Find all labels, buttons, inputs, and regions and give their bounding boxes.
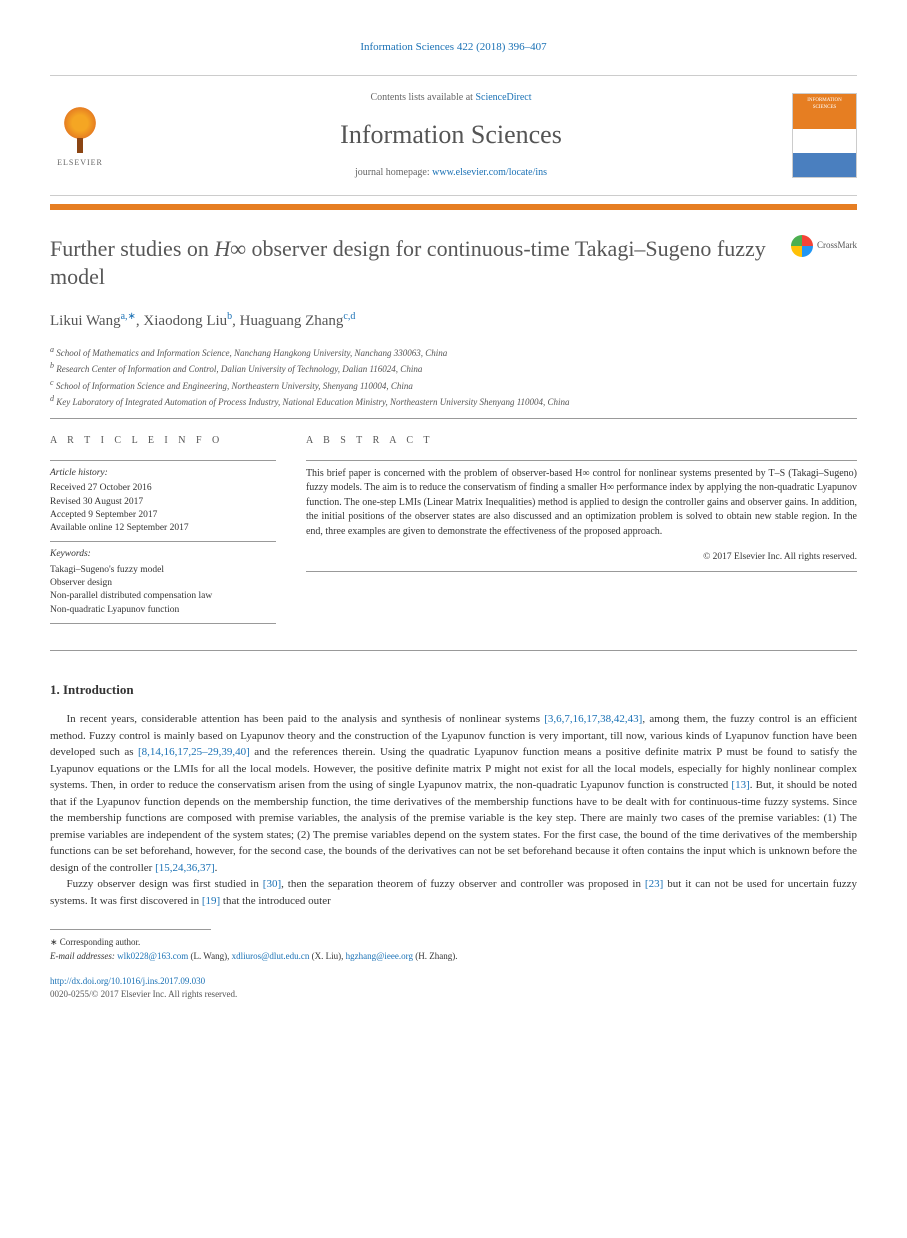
citation-ref[interactable]: [15,24,36,37] [155,862,215,874]
crossmark-label: CrossMark [817,239,857,252]
citation-ref[interactable]: [30] [263,878,281,890]
elsevier-label: ELSEVIER [57,157,103,168]
journal-header: ELSEVIER Contents lists available at Sci… [50,75,857,195]
citation-ref[interactable]: [19] [202,895,220,907]
abstract-divider [306,571,857,572]
email-link[interactable]: hgzhang@ieee.org [346,951,413,961]
title-row: Further studies on H∞ observer design fo… [50,235,857,292]
divider [50,650,857,651]
title-math: H∞ [214,236,246,261]
history-item: Accepted 9 September 2017 [50,509,276,522]
homepage-link[interactable]: www.elsevier.com/locate/ins [432,167,547,178]
abstract-copyright: © 2017 Elsevier Inc. All rights reserved… [306,551,857,564]
info-divider [50,623,276,624]
header-center: Contents lists available at ScienceDirec… [110,91,792,179]
citation-ref[interactable]: [23] [645,878,663,890]
keyword-item: Non-quadratic Lyapunov function [50,604,276,617]
author-affil-sup: b [227,311,232,322]
abstract: A B S T R A C T This brief paper is conc… [306,434,857,630]
corresponding-author-note: ∗ Corresponding author. [50,936,857,950]
intro-para-2: Fuzzy observer design was first studied … [50,876,857,909]
citation-header: Information Sciences 422 (2018) 396–407 [50,40,857,55]
affiliation-line: b Research Center of Information and Con… [50,360,857,377]
doi-link[interactable]: http://dx.doi.org/10.1016/j.ins.2017.09.… [50,976,205,986]
article-title: Further studies on H∞ observer design fo… [50,235,791,292]
email-addresses: E-mail addresses: wlk0228@163.com (L. Wa… [50,950,857,964]
contents-available: Contents lists available at ScienceDirec… [110,91,792,105]
issn-copyright: 0020-0255/© 2017 Elsevier Inc. All right… [50,988,857,1001]
affiliations: a School of Mathematics and Information … [50,344,857,410]
info-abstract-row: A R T I C L E I N F O Article history: R… [50,434,857,630]
keyword-item: Non-parallel distributed compensation la… [50,590,276,603]
history-item: Available online 12 September 2017 [50,522,276,535]
doi-line: http://dx.doi.org/10.1016/j.ins.2017.09.… [50,975,857,988]
divider [50,418,857,419]
sciencedirect-link[interactable]: ScienceDirect [475,92,531,103]
affiliation-line: a School of Mathematics and Information … [50,344,857,361]
author-name: Xiaodong Liu [143,313,227,329]
authors-line: Likui Wanga,∗, Xiaodong Liub, Huaguang Z… [50,310,857,332]
orange-divider-bar [50,204,857,210]
abstract-text: This brief paper is concerned with the p… [306,467,857,540]
email-link[interactable]: xdliuros@dlut.edu.cn [232,951,310,961]
citation-ref[interactable]: [13] [731,779,749,791]
crossmark-icon [791,235,813,257]
homepage-prefix: journal homepage: [355,167,432,178]
email-label: E-mail addresses: [50,951,117,961]
citation-ref[interactable]: [8,14,16,17,25–29,39,40] [138,746,250,758]
author-affil-sup: c,d [343,311,355,322]
abstract-divider [306,460,857,461]
email-link[interactable]: wlk0228@163.com [117,951,188,961]
article-info-heading: A R T I C L E I N F O [50,434,276,448]
contents-prefix: Contents lists available at [370,92,475,103]
affiliation-line: d Key Laboratory of Integrated Automatio… [50,393,857,410]
intro-para-1: In recent years, considerable attention … [50,711,857,876]
elsevier-tree-icon [55,103,105,153]
info-divider [50,541,276,542]
history-item: Received 27 October 2016 [50,482,276,495]
elsevier-logo: ELSEVIER [50,101,110,171]
journal-cover-thumbnail: INFORMATION SCIENCES [792,93,857,178]
author-name: Likui Wang [50,313,121,329]
author-affil-sup: a,∗ [121,311,136,322]
journal-name: Information Sciences [110,117,792,153]
affiliation-line: c School of Information Science and Engi… [50,377,857,394]
crossmark-badge[interactable]: CrossMark [791,235,857,257]
history-item: Revised 30 August 2017 [50,496,276,509]
keywords-label: Keywords: [50,548,276,561]
email-who: (H. Zhang) [415,951,455,961]
abstract-heading: A B S T R A C T [306,434,857,448]
keyword-item: Takagi–Sugeno's fuzzy model [50,564,276,577]
keywords-list: Takagi–Sugeno's fuzzy modelObserver desi… [50,564,276,617]
footnote-divider [50,929,211,930]
citation-ref[interactable]: [3,6,7,16,17,38,42,43] [544,713,642,725]
title-prefix: Further studies on [50,236,214,261]
history-list: Received 27 October 2016Revised 30 Augus… [50,482,276,535]
email-who: (L. Wang) [190,951,227,961]
author-name: Huaguang Zhang [240,313,344,329]
section-1-heading: 1. Introduction [50,681,857,699]
history-label: Article history: [50,467,276,480]
homepage-line: journal homepage: www.elsevier.com/locat… [110,166,792,180]
email-who: (X. Liu) [312,951,342,961]
cover-image [793,129,856,177]
cover-title: INFORMATION SCIENCES [793,94,856,129]
info-divider [50,460,276,461]
keyword-item: Observer design [50,577,276,590]
article-info: A R T I C L E I N F O Article history: R… [50,434,276,630]
